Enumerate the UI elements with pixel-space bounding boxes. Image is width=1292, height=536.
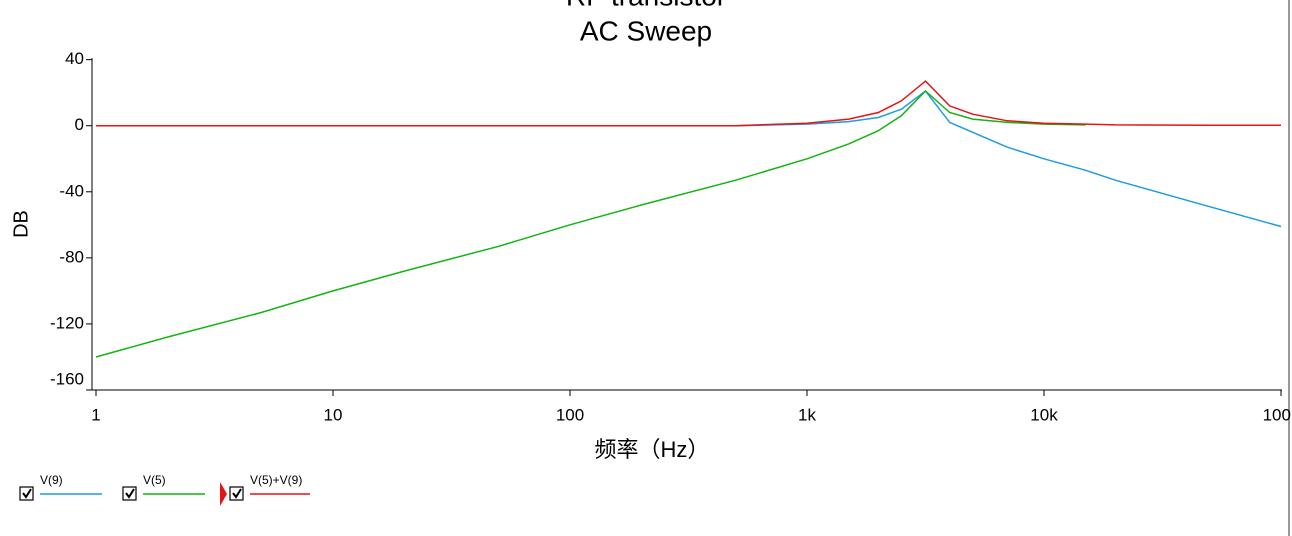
x-tick-label: 10 xyxy=(324,405,343,424)
legend-label: V(5) xyxy=(143,473,166,487)
chart-subtitle: AC Sweep xyxy=(580,15,712,46)
y-tick-label: -40 xyxy=(59,181,84,200)
legend-check xyxy=(125,488,135,499)
y-tick-label: 40 xyxy=(65,49,84,68)
y-tick-label: -160 xyxy=(50,369,84,388)
x-axis-label: 频率（Hz） xyxy=(595,437,710,462)
legend-check xyxy=(22,488,32,499)
legend-selector xyxy=(220,482,227,506)
series-line xyxy=(96,80,1281,127)
x-tick-label: 100 xyxy=(556,405,584,424)
y-axis-label: DB xyxy=(10,210,32,238)
x-tick-label: 1 xyxy=(91,405,100,424)
x-tick-label: 10k xyxy=(1030,405,1058,424)
y-tick-label: -120 xyxy=(50,313,84,332)
y-tick-label: -80 xyxy=(59,247,84,266)
chart-title: RF transistor xyxy=(566,0,726,11)
series-line xyxy=(95,89,1086,358)
legend-label: V(5)+V(9) xyxy=(250,473,302,487)
x-tick-label: 100k xyxy=(1263,405,1292,424)
legend-label: V(9) xyxy=(40,473,63,487)
legend-check xyxy=(232,488,242,499)
y-tick-label: 0 xyxy=(75,115,84,134)
x-tick-label: 1k xyxy=(798,405,816,424)
